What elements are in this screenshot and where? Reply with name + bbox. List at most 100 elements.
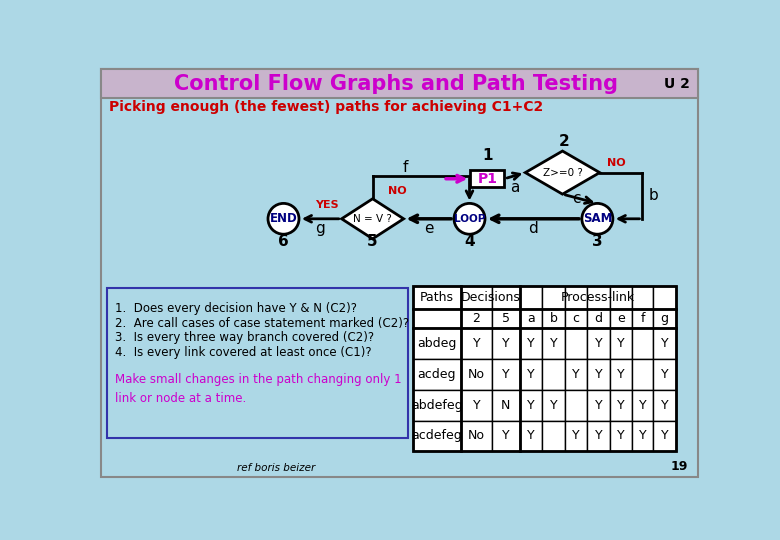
Bar (587, 390, 610, 421)
Text: 2: 2 (558, 134, 569, 149)
Text: Y: Y (527, 368, 535, 381)
Bar (633, 390, 653, 421)
Bar (413, 309, 461, 328)
Bar (633, 309, 653, 328)
Text: c: c (573, 312, 580, 325)
Text: 1: 1 (482, 148, 493, 163)
Text: abdeg: abdeg (417, 337, 456, 350)
Text: Y: Y (594, 399, 602, 411)
Bar (461, 390, 492, 421)
Text: d: d (594, 312, 602, 325)
Text: c: c (573, 191, 580, 206)
Bar (542, 286, 565, 309)
Bar (413, 286, 675, 451)
Text: 4.  Is every link covered at least once (C1)?: 4. Is every link covered at least once (… (115, 346, 371, 359)
Bar (610, 309, 633, 328)
Text: 2.  Are call cases of case statement marked (C2)?: 2. Are call cases of case statement mark… (115, 316, 409, 329)
Bar (461, 359, 492, 390)
Bar (565, 309, 587, 328)
Bar (413, 421, 461, 451)
Text: Y: Y (473, 337, 480, 350)
Text: b: b (648, 188, 658, 203)
Polygon shape (525, 151, 600, 194)
Bar (461, 286, 492, 309)
Bar (520, 390, 542, 421)
Text: g: g (661, 312, 668, 325)
Bar (461, 328, 492, 359)
Bar (587, 359, 610, 390)
Text: 5: 5 (502, 312, 510, 325)
Text: Y: Y (527, 429, 535, 442)
Text: Decisions: Decisions (460, 291, 520, 304)
Text: Y: Y (550, 337, 558, 350)
Text: ref boris beizer: ref boris beizer (236, 463, 315, 473)
Bar (633, 286, 653, 309)
Bar (461, 421, 492, 451)
Text: 2: 2 (473, 312, 480, 325)
Text: 6: 6 (278, 234, 289, 249)
Text: 4: 4 (464, 234, 475, 249)
Bar (542, 421, 565, 451)
Bar (413, 359, 461, 390)
Bar (413, 328, 461, 359)
Bar (542, 390, 565, 421)
Bar (492, 286, 520, 309)
Text: Y: Y (594, 368, 602, 381)
Bar (107, 288, 407, 438)
Text: Control Flow Graphs and Path Testing: Control Flow Graphs and Path Testing (174, 74, 618, 94)
Bar (492, 309, 520, 328)
Bar (610, 390, 633, 421)
Text: Y: Y (527, 399, 535, 411)
Bar (587, 421, 610, 451)
Text: Z>=0 ?: Z>=0 ? (543, 167, 583, 178)
Text: Y: Y (502, 368, 510, 381)
Bar (542, 328, 565, 359)
Text: d: d (529, 221, 538, 237)
Text: Y: Y (502, 337, 510, 350)
Text: Y: Y (617, 399, 625, 411)
Bar (413, 286, 461, 309)
Text: Y: Y (573, 429, 580, 442)
Text: 3.  Is every three way branch covered (C2)?: 3. Is every three way branch covered (C2… (115, 331, 374, 344)
Bar (492, 390, 520, 421)
Text: Make small changes in the path changing only 1
link or node at a time.: Make small changes in the path changing … (115, 373, 401, 405)
Text: 1.  Does every decision have Y & N (C2)?: 1. Does every decision have Y & N (C2)? (115, 302, 356, 315)
Text: Y: Y (661, 368, 668, 381)
Text: a: a (510, 180, 519, 195)
Bar (520, 286, 542, 309)
Text: 19: 19 (671, 460, 688, 473)
Text: Y: Y (639, 429, 647, 442)
Bar (520, 421, 542, 451)
Text: Y: Y (617, 429, 625, 442)
Bar (565, 359, 587, 390)
Text: Y: Y (661, 337, 668, 350)
Text: N: N (502, 399, 511, 411)
Bar (587, 286, 610, 309)
Text: Y: Y (661, 399, 668, 411)
Bar (520, 309, 542, 328)
Text: g: g (315, 221, 325, 237)
Text: No: No (468, 368, 485, 381)
Bar (633, 421, 653, 451)
Bar (653, 309, 675, 328)
Text: Y: Y (502, 429, 510, 442)
Text: LOOP: LOOP (454, 214, 485, 224)
Text: Picking enough (the fewest) paths for achieving C1+C2: Picking enough (the fewest) paths for ac… (109, 100, 544, 114)
Bar (633, 359, 653, 390)
Bar (633, 328, 653, 359)
Text: e: e (617, 312, 625, 325)
Bar (492, 421, 520, 451)
Bar (492, 328, 520, 359)
Text: 3: 3 (592, 234, 603, 249)
Text: 5: 5 (367, 234, 378, 249)
Bar (101, 69, 698, 98)
Text: a: a (527, 312, 535, 325)
Text: NO: NO (388, 186, 406, 196)
Text: abdefeg: abdefeg (411, 399, 463, 411)
Bar (653, 390, 675, 421)
Text: Y: Y (573, 368, 580, 381)
Text: YES: YES (315, 200, 339, 210)
Bar (492, 359, 520, 390)
Text: END: END (270, 212, 297, 225)
Text: U 2: U 2 (665, 77, 690, 91)
